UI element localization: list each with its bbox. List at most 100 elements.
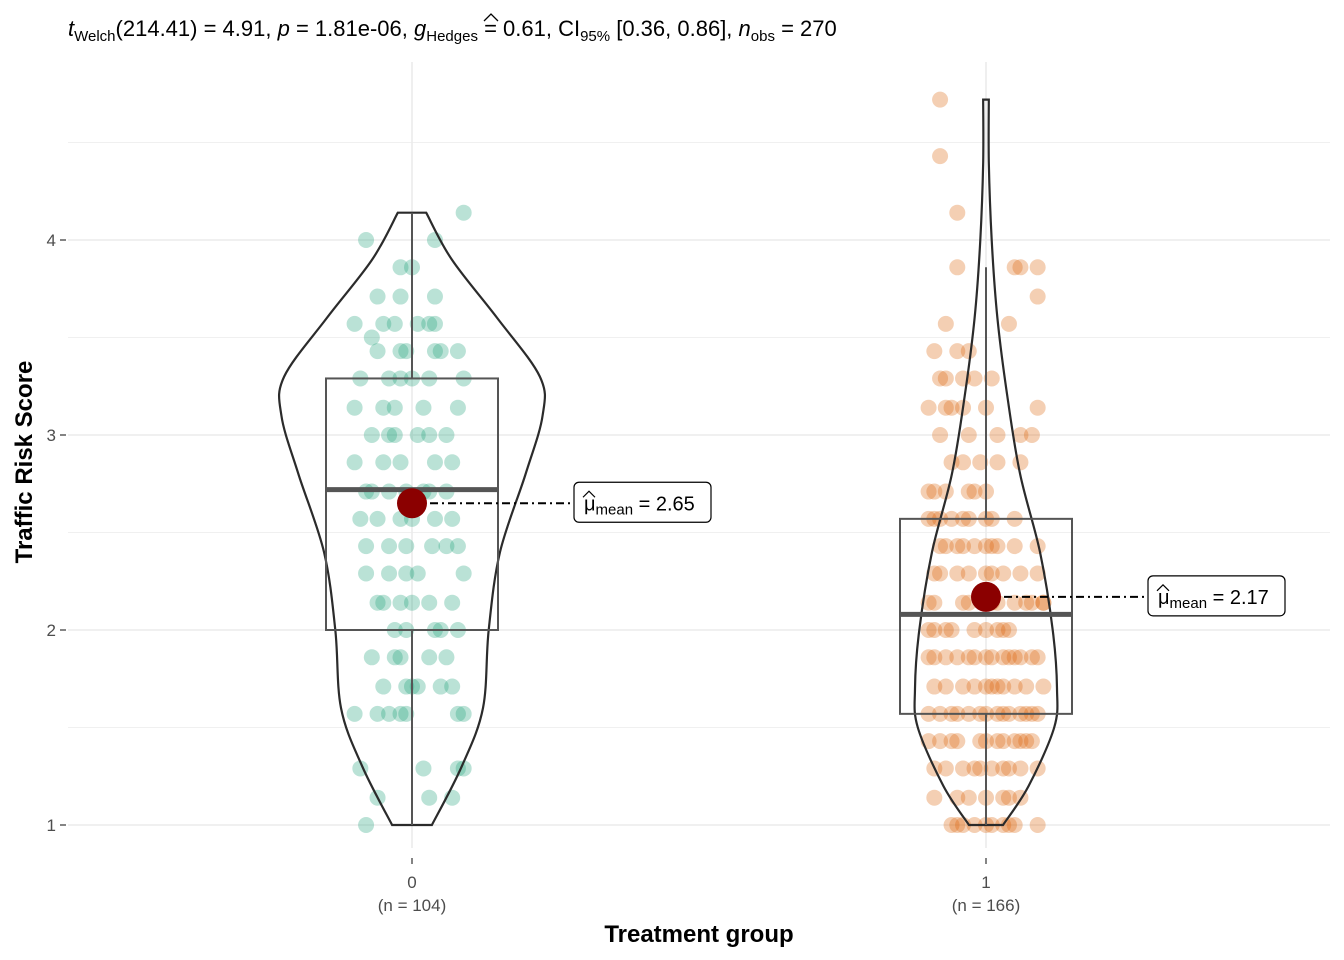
data-point [398, 538, 415, 555]
data-point [937, 622, 954, 638]
data-point [1012, 259, 1029, 276]
data-point [937, 399, 954, 416]
data-point [955, 538, 972, 555]
data-point [995, 789, 1012, 806]
data-point [926, 622, 943, 638]
data-point [978, 649, 994, 666]
data-point [932, 427, 949, 443]
group-0: μmean = 2.65 [277, 204, 712, 833]
data-point [949, 538, 966, 555]
data-point [1006, 678, 1023, 695]
data-point [960, 649, 977, 666]
data-point [989, 454, 1006, 471]
data-point [995, 760, 1012, 777]
mean-label-box [573, 481, 712, 523]
data-point [966, 622, 983, 638]
y-axis-ticks: 1 2 3 4 [47, 231, 66, 835]
data-point [392, 705, 409, 722]
data-point [438, 538, 455, 555]
data-point [937, 370, 954, 387]
data-point [438, 427, 455, 443]
data-point [949, 343, 966, 360]
data-point [932, 148, 949, 165]
data-point [369, 705, 386, 722]
data-point [1006, 538, 1023, 555]
data-point [449, 343, 466, 360]
data-point [926, 649, 943, 666]
data-point [392, 454, 409, 471]
data-point [989, 733, 1006, 750]
y-tick-label: 4 [47, 231, 56, 250]
data-point [966, 678, 983, 695]
data-point [932, 538, 949, 555]
data-point [937, 315, 954, 332]
data-point [960, 343, 977, 360]
data-point [375, 399, 392, 416]
data-point [960, 789, 977, 806]
data-point [989, 427, 1006, 443]
data-point [920, 399, 937, 416]
data-point [444, 678, 461, 695]
data-point [381, 427, 398, 443]
data-point [426, 315, 443, 332]
data-point [983, 678, 1000, 695]
data-point [937, 678, 954, 695]
data-point [375, 594, 392, 611]
data-point [960, 565, 977, 582]
y-axis-title: Traffic Risk Score [11, 361, 38, 564]
data-point [1018, 594, 1035, 611]
x-tick-label: 1 [981, 873, 990, 892]
data-point [937, 649, 954, 666]
data-point [358, 817, 375, 833]
x-tick-n-label: (n = 104) [378, 896, 447, 915]
data-point [966, 370, 983, 387]
data-point [369, 510, 386, 527]
data-point [1006, 259, 1023, 276]
data-point [426, 454, 443, 471]
data-point [381, 538, 398, 555]
data-point [398, 705, 415, 722]
data-point [455, 204, 472, 221]
data-point [449, 538, 466, 555]
data-point [369, 343, 386, 360]
data-point [949, 649, 966, 666]
data-point [995, 733, 1012, 750]
data-point [943, 733, 960, 750]
mean-point [397, 488, 427, 519]
data-point [920, 622, 937, 638]
data-point [392, 288, 409, 305]
data-point [937, 760, 954, 777]
data-point [949, 789, 966, 806]
data-point [392, 594, 409, 611]
data-point [920, 649, 937, 666]
data-point [1012, 733, 1029, 750]
data-point [358, 232, 375, 248]
data-point [978, 565, 994, 582]
mean-point [971, 581, 1001, 612]
data-point [972, 733, 989, 750]
data-point [409, 427, 426, 443]
data-point [1029, 565, 1046, 582]
hat-icon [483, 13, 499, 22]
data-point [1000, 315, 1017, 332]
data-point [421, 315, 438, 332]
data-point [955, 760, 972, 777]
data-point [960, 483, 977, 500]
data-point [1012, 760, 1029, 777]
data-point [1012, 565, 1029, 582]
data-point [972, 760, 989, 777]
data-point [375, 315, 392, 332]
data-point [926, 483, 943, 500]
data-point [949, 204, 966, 221]
data-point [392, 259, 409, 276]
data-point [995, 565, 1012, 582]
data-point [983, 538, 1000, 555]
data-point [1023, 427, 1040, 443]
y-tick-label: 3 [47, 426, 56, 445]
hat-icon [1156, 584, 1170, 592]
data-point [955, 454, 972, 471]
data-point [375, 678, 392, 695]
data-point [432, 343, 449, 360]
mean-label-text: μmean = 2.17 [1158, 587, 1269, 612]
data-point [1018, 733, 1035, 750]
